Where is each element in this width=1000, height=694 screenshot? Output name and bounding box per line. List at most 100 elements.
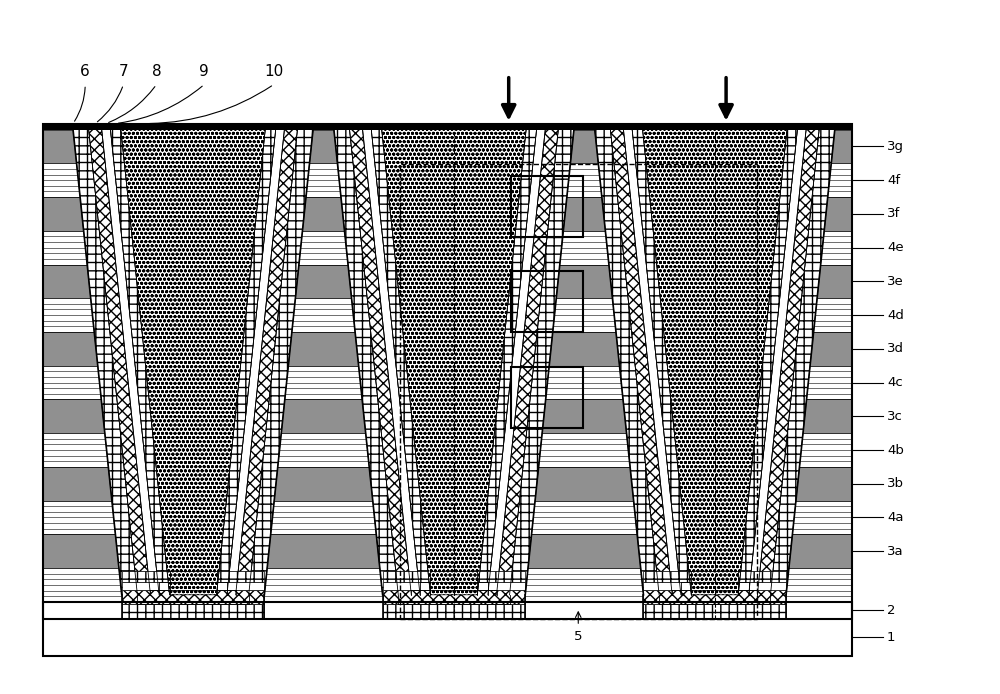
Polygon shape bbox=[227, 130, 284, 595]
Polygon shape bbox=[610, 130, 672, 595]
Bar bbox=[408, 366, 500, 400]
Text: 8: 8 bbox=[152, 64, 161, 79]
Bar bbox=[511, 367, 583, 428]
Polygon shape bbox=[73, 130, 313, 595]
Bar bbox=[643, 591, 786, 604]
Bar bbox=[666, 332, 764, 366]
Bar bbox=[43, 264, 852, 298]
Text: 1: 1 bbox=[887, 631, 895, 644]
Bar bbox=[43, 298, 852, 332]
Text: 3a: 3a bbox=[887, 545, 904, 558]
Polygon shape bbox=[632, 130, 691, 595]
Bar bbox=[391, 197, 517, 231]
Text: 3d: 3d bbox=[887, 342, 904, 355]
Bar bbox=[144, 332, 242, 366]
Bar bbox=[140, 298, 246, 332]
Bar bbox=[133, 231, 253, 264]
Text: 2: 2 bbox=[887, 604, 895, 617]
Bar bbox=[43, 534, 852, 568]
Bar bbox=[43, 568, 852, 602]
Bar bbox=[43, 197, 852, 231]
Polygon shape bbox=[738, 130, 797, 595]
Bar bbox=[415, 433, 493, 467]
Bar bbox=[394, 231, 514, 264]
Bar bbox=[43, 400, 852, 433]
Bar bbox=[43, 124, 852, 619]
Bar bbox=[383, 591, 525, 604]
Polygon shape bbox=[595, 130, 659, 595]
Bar bbox=[426, 534, 482, 568]
Text: 4a: 4a bbox=[887, 511, 903, 524]
Bar bbox=[651, 197, 778, 231]
Bar bbox=[687, 534, 743, 568]
Bar bbox=[122, 595, 264, 619]
Polygon shape bbox=[770, 130, 835, 595]
Polygon shape bbox=[623, 130, 681, 595]
Bar bbox=[405, 332, 503, 366]
Text: 7: 7 bbox=[119, 64, 128, 79]
Bar bbox=[43, 231, 852, 264]
Text: 4e: 4e bbox=[887, 241, 904, 254]
Polygon shape bbox=[643, 130, 787, 595]
Text: 4d: 4d bbox=[887, 309, 904, 321]
Polygon shape bbox=[236, 130, 297, 595]
Polygon shape bbox=[110, 130, 170, 595]
Bar bbox=[122, 582, 264, 591]
Polygon shape bbox=[363, 130, 420, 595]
Bar bbox=[43, 130, 852, 163]
Bar bbox=[165, 534, 221, 568]
Bar bbox=[158, 467, 228, 500]
Bar bbox=[122, 604, 264, 619]
Polygon shape bbox=[73, 130, 137, 595]
Bar bbox=[383, 604, 525, 619]
Bar bbox=[644, 130, 785, 163]
Bar bbox=[43, 500, 852, 534]
Bar bbox=[662, 298, 768, 332]
Text: 3b: 3b bbox=[887, 477, 904, 490]
Polygon shape bbox=[477, 130, 537, 595]
Text: 3f: 3f bbox=[887, 208, 900, 221]
Bar bbox=[122, 571, 264, 582]
Polygon shape bbox=[249, 130, 313, 595]
Text: 3g: 3g bbox=[887, 140, 904, 153]
Bar bbox=[123, 130, 263, 163]
Bar bbox=[690, 568, 740, 595]
Polygon shape bbox=[217, 130, 276, 595]
Bar bbox=[401, 298, 507, 332]
Polygon shape bbox=[334, 130, 398, 595]
Bar bbox=[43, 366, 852, 400]
Bar bbox=[154, 433, 232, 467]
Bar bbox=[43, 619, 852, 656]
Bar bbox=[643, 595, 786, 619]
Bar bbox=[122, 591, 264, 604]
Bar bbox=[419, 467, 489, 500]
Polygon shape bbox=[89, 130, 150, 595]
Bar bbox=[151, 400, 235, 433]
Bar bbox=[398, 264, 510, 298]
Polygon shape bbox=[334, 130, 574, 595]
Polygon shape bbox=[595, 130, 835, 595]
Bar bbox=[43, 467, 852, 500]
Polygon shape bbox=[350, 130, 411, 595]
Polygon shape bbox=[371, 130, 430, 595]
Polygon shape bbox=[488, 130, 545, 595]
Bar bbox=[643, 571, 786, 582]
Bar bbox=[643, 582, 786, 591]
Bar bbox=[643, 604, 786, 619]
Bar bbox=[655, 231, 775, 264]
Bar bbox=[130, 197, 256, 231]
Bar bbox=[384, 130, 524, 163]
Text: 3c: 3c bbox=[887, 409, 903, 423]
Bar bbox=[511, 271, 583, 332]
Text: 6: 6 bbox=[80, 64, 90, 79]
Bar bbox=[658, 264, 771, 298]
Bar bbox=[43, 433, 852, 467]
Bar bbox=[383, 582, 525, 591]
Bar bbox=[137, 264, 249, 298]
Polygon shape bbox=[121, 130, 265, 595]
Text: 10: 10 bbox=[264, 64, 284, 79]
Bar bbox=[511, 176, 583, 237]
Bar bbox=[683, 500, 746, 534]
Polygon shape bbox=[382, 130, 526, 595]
Bar bbox=[43, 163, 852, 197]
